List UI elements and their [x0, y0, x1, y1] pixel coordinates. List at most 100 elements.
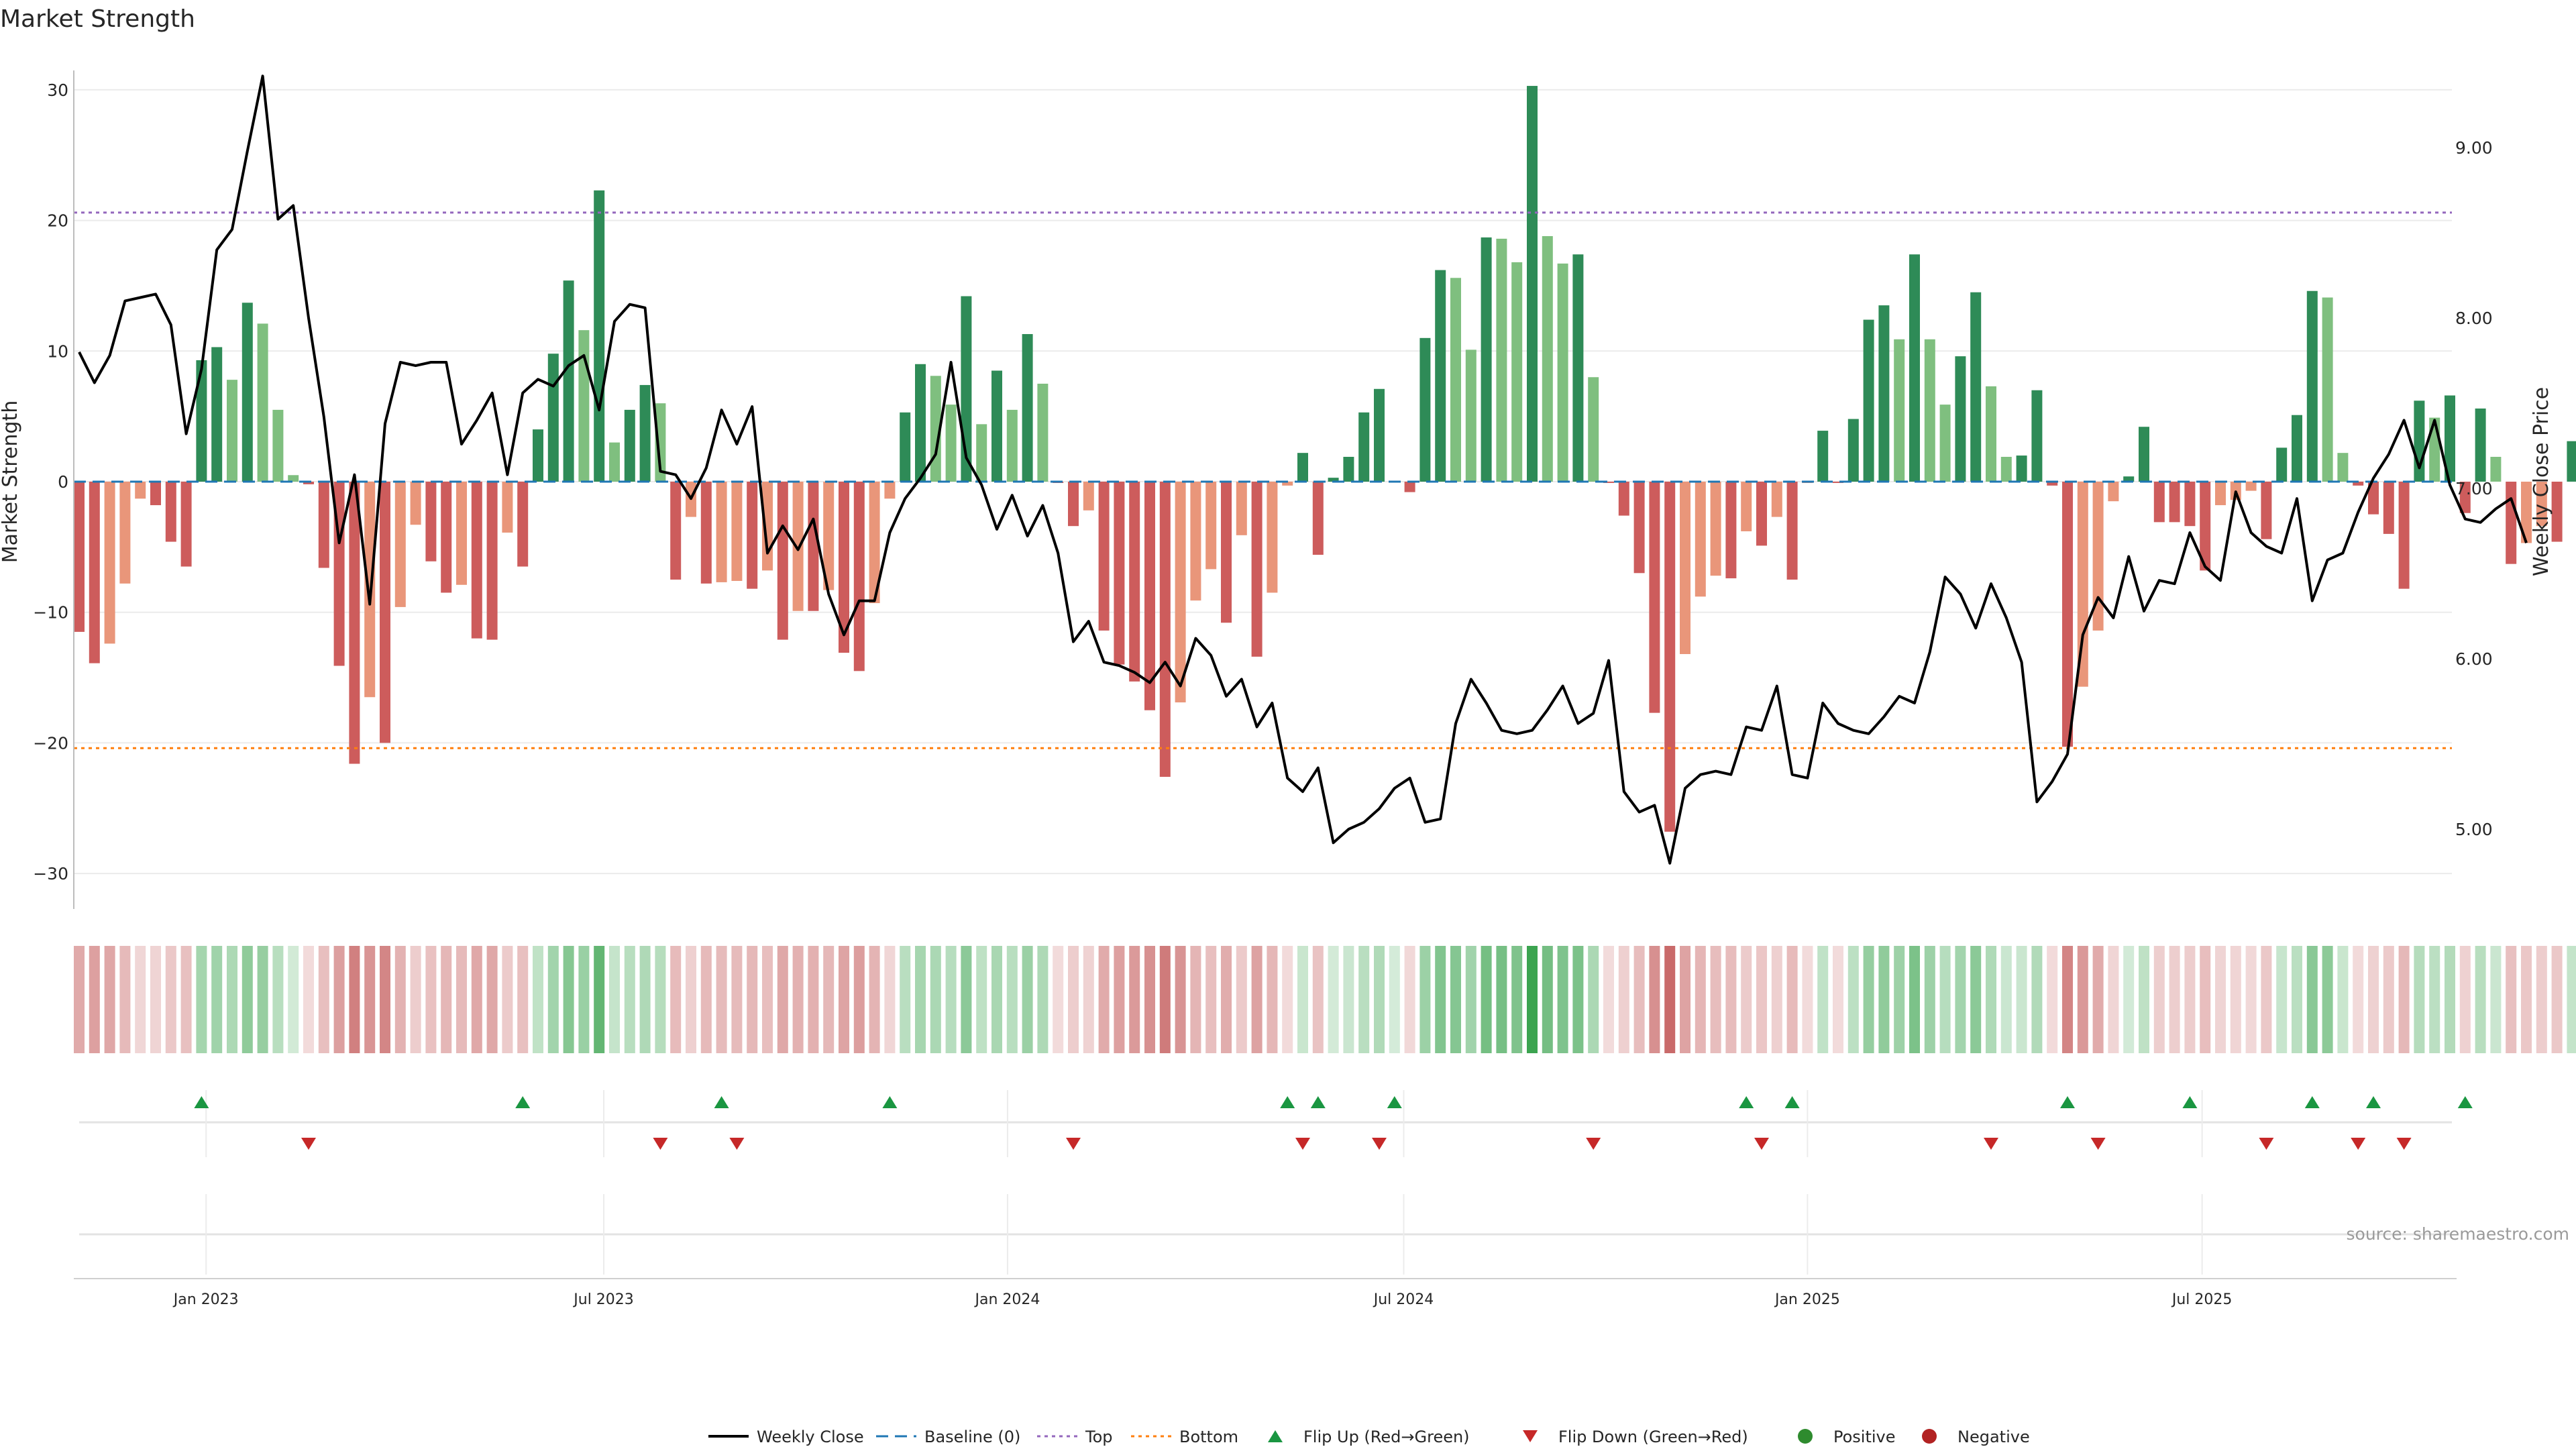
- strength-bar: [89, 482, 100, 663]
- strength-bar: [930, 376, 941, 482]
- heatmap-cell: [2016, 946, 2027, 1053]
- strength-bar: [594, 190, 605, 482]
- strength-bar: [900, 412, 911, 482]
- strength-bar: [2169, 482, 2180, 523]
- strength-bar: [165, 482, 176, 542]
- strength-bar: [1435, 270, 1446, 482]
- strength-bar: [441, 482, 452, 593]
- strength-bar: [915, 364, 926, 482]
- strength-bar: [624, 409, 635, 482]
- strength-bar: [1144, 482, 1155, 710]
- legend-label: Flip Down (Green→Red): [1558, 1428, 1748, 1446]
- legend-label: Bottom: [1179, 1428, 1238, 1446]
- heatmap-cell: [1343, 946, 1354, 1053]
- strength-bar: [2215, 482, 2226, 506]
- heatmap-cell: [2521, 946, 2532, 1053]
- heatmap-cell: [380, 946, 390, 1053]
- heatmap-cell: [2506, 946, 2517, 1053]
- strength-bar: [1986, 386, 1996, 482]
- weekly-close-line: [78, 74, 2528, 865]
- strength-bar: [180, 482, 192, 567]
- heatmap-cell: [869, 946, 880, 1053]
- legend-item-baseline: Baseline (0): [876, 1428, 1020, 1446]
- heatmap-cell: [961, 946, 972, 1053]
- heatmap-cell: [1374, 946, 1385, 1053]
- heatmap-cell: [563, 946, 574, 1053]
- strength-bar: [150, 482, 161, 506]
- heatmap-cell: [1435, 946, 1446, 1053]
- heatmap-cell: [1847, 946, 1859, 1053]
- heatmap-cell: [517, 946, 529, 1053]
- heatmap-cell: [655, 946, 666, 1053]
- heatmap-cell: [1572, 946, 1584, 1053]
- strength-bar: [716, 482, 727, 582]
- legend-item-flip-down: Flip Down (Green→Red): [1523, 1428, 1748, 1446]
- heatmap-cell: [288, 946, 299, 1053]
- strength-bar: [1312, 482, 1324, 555]
- y-left-tick-label: 10: [47, 341, 68, 361]
- flip-up-marker: [1739, 1096, 1754, 1108]
- flip-up-marker: [1310, 1096, 1326, 1108]
- heatmap-cell: [227, 946, 237, 1053]
- date-tick-label: Jan 2025: [1774, 1291, 1840, 1308]
- heatmap-cell: [1159, 946, 1171, 1053]
- heatmap-cell: [2200, 946, 2211, 1053]
- heatmap-cell: [2459, 946, 2471, 1053]
- heatmap-cell: [2092, 946, 2104, 1053]
- heatmap-cell: [762, 946, 773, 1053]
- heatmap-cell: [272, 946, 284, 1053]
- heatmap-cell: [2490, 946, 2502, 1053]
- heatmap-cell: [2292, 946, 2302, 1053]
- heatmap-cell: [349, 946, 360, 1053]
- strength-bar: [1710, 482, 1721, 576]
- heatmap-cell: [991, 946, 1002, 1053]
- strength-bar: [2567, 441, 2576, 482]
- heatmap-cell: [1282, 946, 1293, 1053]
- heatmap-cell: [2139, 946, 2149, 1053]
- heatmap-cell: [2475, 946, 2486, 1053]
- heatmap-cell: [1251, 946, 1263, 1053]
- strength-bar: [1006, 409, 1018, 482]
- legend-swatch: [1922, 1429, 1937, 1444]
- strength-bar: [517, 482, 529, 567]
- strength-bar: [655, 403, 666, 482]
- heatmap-cell: [1267, 946, 1278, 1053]
- strength-bar: [2153, 482, 2165, 523]
- strength-bar: [1190, 482, 1201, 601]
- strength-bar: [471, 482, 482, 639]
- strength-bar: [1221, 482, 1232, 623]
- flip-up-marker: [1280, 1096, 1295, 1108]
- strength-bar: [1664, 482, 1676, 832]
- heatmap-cell: [1465, 946, 1477, 1053]
- flip-down-marker: [729, 1138, 745, 1150]
- strength-bar: [976, 424, 987, 482]
- strength-bar: [2445, 395, 2455, 482]
- flip-down-marker: [2396, 1138, 2412, 1150]
- heatmap-cell: [318, 946, 329, 1053]
- heatmap-cell: [303, 946, 314, 1053]
- heatmap-cell: [1603, 946, 1614, 1053]
- strength-bar: [839, 482, 849, 653]
- heatmap-cell: [2077, 946, 2088, 1053]
- strength-bar: [1955, 356, 1966, 482]
- heatmap-cell: [1618, 946, 1629, 1053]
- heatmap-cell: [1955, 946, 1966, 1053]
- heatmap-cell: [884, 946, 896, 1053]
- heatmap-cell: [578, 946, 590, 1053]
- y-right-tick-label: 5.00: [2455, 820, 2493, 839]
- y-right-tick-label: 6.00: [2455, 649, 2493, 669]
- heatmap-cell: [1053, 946, 1064, 1053]
- strength-bar: [2047, 482, 2058, 486]
- strength-bar: [2322, 297, 2333, 482]
- strength-bar: [639, 384, 651, 482]
- strength-bar: [2383, 482, 2394, 534]
- heatmap-cell: [2047, 946, 2058, 1053]
- heatmap-cell: [2000, 946, 2012, 1053]
- strength-bars: [74, 86, 2576, 832]
- heatmap-cell: [1680, 946, 1690, 1053]
- strength-bar: [1465, 350, 1477, 482]
- heatmap-cell: [2414, 946, 2425, 1053]
- heatmap-cell: [808, 946, 819, 1053]
- y-left-tick-label: −10: [33, 603, 68, 623]
- strength-bar: [1083, 482, 1094, 511]
